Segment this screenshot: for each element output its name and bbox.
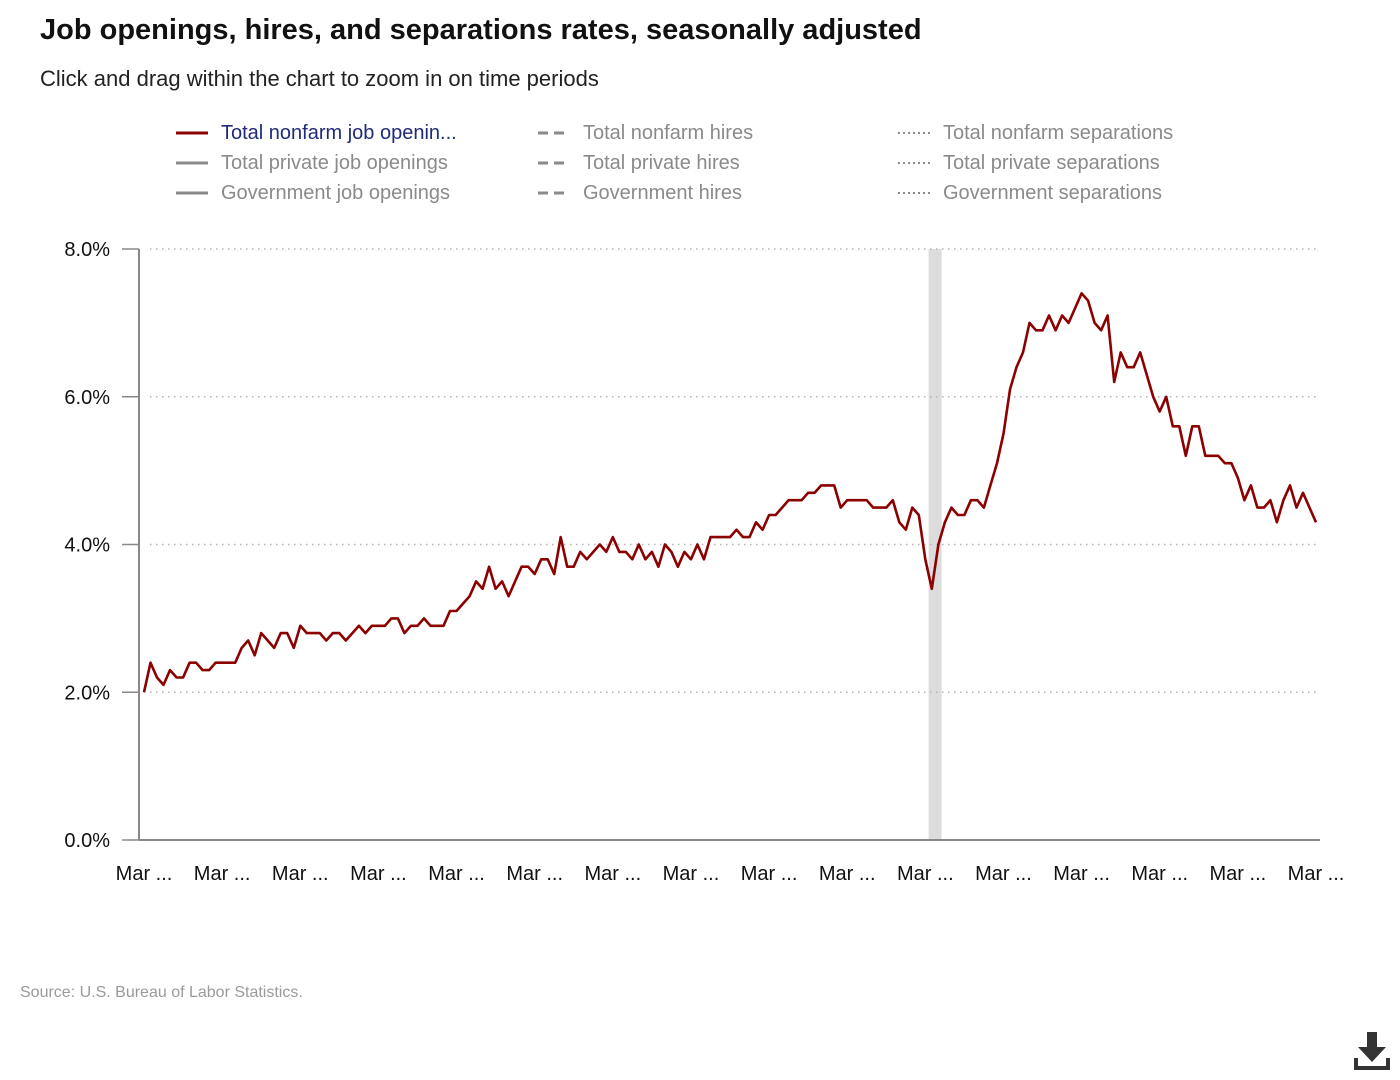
x-tick-label: Mar ...: [1053, 863, 1110, 885]
download-icon: [1354, 1032, 1390, 1070]
source-note: Source: U.S. Bureau of Labor Statistics.: [20, 984, 303, 1001]
legend-label: Government hires: [583, 181, 742, 204]
legend-label: Total nonfarm job openin...: [221, 121, 457, 144]
y-tick-label: 6.0%: [64, 387, 110, 409]
y-tick-label: 2.0%: [64, 682, 110, 704]
y-tick-label: 4.0%: [64, 535, 110, 557]
legend-item[interactable]: Total nonfarm separations: [897, 119, 1173, 147]
legend-label: Government job openings: [221, 181, 451, 204]
legend-swatch-solid: [176, 131, 208, 135]
x-tick-label: Mar ...: [584, 863, 641, 885]
legend-item[interactable]: Total private job openings: [175, 149, 448, 177]
legend-item[interactable]: Total nonfarm job openin...: [175, 119, 457, 147]
x-tick-label: Mar ...: [819, 863, 876, 885]
legend-item[interactable]: Total private hires: [537, 149, 740, 177]
x-tick-label: Mar ...: [116, 863, 173, 885]
download-button[interactable]: [1352, 1030, 1392, 1072]
chart-legend: Total nonfarm job openin... Total nonfarm…: [175, 119, 1275, 209]
y-tick-label: 0.0%: [64, 830, 110, 852]
legend-label: Total private separations: [943, 151, 1160, 174]
x-tick-label: Mar ...: [975, 863, 1032, 885]
chart-title: Job openings, hires, and separations rat…: [40, 14, 922, 46]
x-tick-label: Mar ...: [897, 863, 954, 885]
x-tick-label: Mar ...: [663, 863, 720, 885]
x-tick-label: Mar ...: [350, 863, 407, 885]
legend-item[interactable]: Total nonfarm hires: [537, 119, 753, 147]
legend-label: Total private job openings: [221, 151, 448, 174]
shaded-period: [928, 249, 942, 840]
legend-swatch-dashed: [538, 131, 570, 135]
legend-item[interactable]: Government hires: [537, 179, 742, 207]
x-tick-label: Mar ...: [741, 863, 798, 885]
x-tick-label: Mar ...: [506, 863, 563, 885]
legend-swatch-solid: [176, 161, 208, 165]
legend-swatch-dotted: [898, 162, 930, 164]
line-chart[interactable]: 0.0% 2.0% 4.0% 6.0% 8.0% Mar ... Mar ... Mar ..…: [0, 0, 1400, 960]
legend-swatch-dashed: [538, 191, 570, 195]
legend-swatch-solid: [176, 191, 208, 195]
legend-item[interactable]: Government separations: [897, 179, 1162, 207]
legend-swatch-dotted: [898, 192, 930, 194]
x-tick-label: Mar ...: [1131, 863, 1188, 885]
legend-swatch-dashed: [538, 161, 570, 165]
x-tick-label: Mar ...: [1210, 863, 1267, 885]
chart-subtitle: Click and drag within the chart to zoom …: [40, 66, 599, 91]
legend-label: Total nonfarm separations: [943, 121, 1174, 144]
legend-label: Government separations: [943, 181, 1163, 204]
legend-swatch-dotted: [898, 132, 930, 134]
x-tick-label: Mar ...: [194, 863, 251, 885]
y-tick-label: 8.0%: [64, 239, 110, 261]
series-line-total-nonfarm-job-openings: [142, 292, 1318, 693]
x-tick-label: Mar ...: [428, 863, 485, 885]
legend-label: Total nonfarm hires: [583, 121, 754, 144]
legend-label: Total private hires: [583, 151, 740, 174]
x-tick-label: Mar ...: [1288, 863, 1345, 885]
x-tick-label: Mar ...: [272, 863, 329, 885]
legend-item[interactable]: Total private separations: [897, 149, 1160, 177]
legend-item[interactable]: Government job openings: [175, 179, 450, 207]
